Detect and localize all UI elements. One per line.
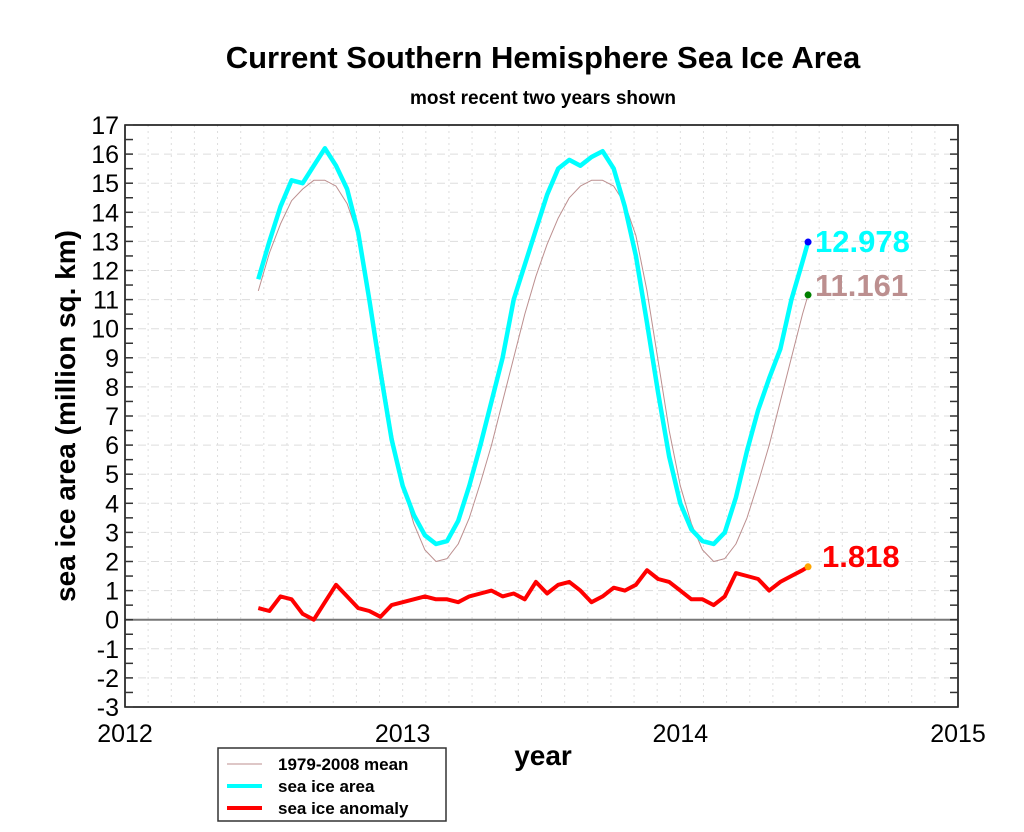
y-tick-label: 10 [91, 316, 119, 344]
end-marker [804, 291, 812, 299]
chart-title: Current Southern Hemisphere Sea Ice Area [226, 40, 861, 75]
y-tick-label: 6 [105, 432, 119, 460]
end-marker [804, 563, 812, 571]
y-tick-label: 4 [105, 490, 119, 518]
y-tick-label: 16 [91, 141, 119, 169]
y-axis-label: sea ice area (million sq. km) [50, 230, 81, 602]
series-line-sea-ice-anomaly [257, 565, 810, 622]
y-tick-label: 8 [105, 374, 119, 402]
series-line-sea-ice-area [256, 146, 811, 547]
end-value-label: 11.161 [815, 268, 908, 303]
end-marker [804, 238, 812, 246]
y-tick-label: 15 [91, 170, 119, 198]
y-tick-label: 2 [105, 549, 119, 577]
end-value-label: 1.818 [822, 539, 900, 574]
y-tick-label: -1 [97, 636, 119, 664]
x-tick-label: 2015 [930, 720, 986, 748]
legend: 1979-2008 mean sea ice area sea ice anom… [217, 747, 447, 822]
y-tick-label: 11 [93, 287, 119, 315]
x-tick-label: 2012 [97, 720, 153, 748]
series-group: 12.978 11.161 1.818 [256, 146, 910, 622]
y-tick-label: -2 [97, 665, 119, 693]
y-tick-label: 12 [91, 258, 119, 286]
y-tick-label: 14 [91, 199, 119, 227]
end-value-label: 12.978 [815, 224, 910, 259]
y-tick-label: 13 [91, 228, 119, 256]
y-tick-label: 17 [91, 112, 119, 140]
legend-label-area: sea ice area [278, 777, 375, 796]
y-tick-label: -3 [97, 694, 119, 722]
series-line-1979-2008-mean [257, 179, 809, 562]
x-tick-label: 2014 [653, 720, 709, 748]
y-tick-label: 3 [105, 519, 119, 547]
x-tick-label: 2013 [375, 720, 431, 748]
y-tick-label: 5 [105, 461, 119, 489]
x-axis-label: year [514, 740, 572, 771]
y-tick-label: 7 [105, 403, 119, 431]
y-tick-label: 9 [105, 345, 119, 373]
legend-label-mean: 1979-2008 mean [278, 755, 408, 774]
y-tick-label: 0 [105, 607, 119, 635]
y-tick-label: 1 [105, 578, 119, 606]
chart-subtitle: most recent two years shown [410, 88, 676, 109]
legend-label-anomaly: sea ice anomaly [278, 799, 409, 818]
